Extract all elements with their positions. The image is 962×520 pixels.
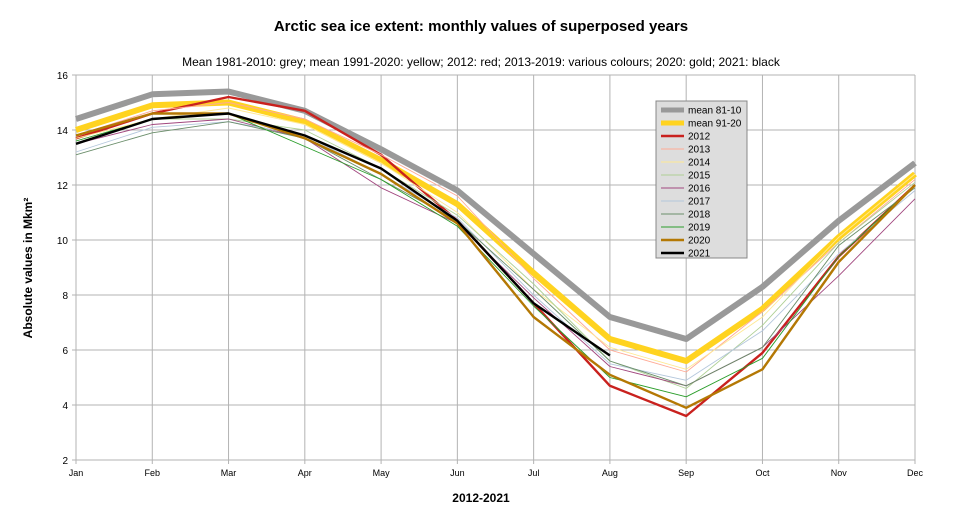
gridlines [75, 74, 916, 461]
legend-label: 2017 [688, 197, 711, 208]
series-line-mean-81-10 [75, 88, 917, 342]
legend-label: 2019 [688, 223, 711, 234]
y-tick-label: 14 [57, 126, 69, 137]
x-tick-label: Feb [145, 468, 161, 478]
series-line-2021 [75, 112, 611, 357]
x-tick-label: Jul [528, 468, 540, 478]
legend-label: 2020 [688, 236, 711, 247]
y-tick-label: 6 [62, 346, 68, 357]
x-tick-label: Nov [831, 468, 848, 478]
y-tick-label: 10 [57, 236, 69, 247]
x-tick-label: Mar [221, 468, 237, 478]
legend-label: 2012 [688, 132, 711, 143]
x-tick-label: Jan [69, 468, 84, 478]
legend-label: 2015 [688, 171, 711, 182]
legend-label: 2014 [688, 158, 711, 169]
x-tick-label: May [373, 468, 391, 478]
series-line-mean-91-20 [75, 99, 917, 364]
series-line-2013 [75, 102, 916, 373]
series-line-2014 [75, 107, 916, 370]
series-line-2016 [75, 118, 916, 387]
legend-box [655, 100, 748, 259]
series-layer [75, 88, 917, 418]
axes: 2 4 6 8 10 12 14 16 Jan Feb Mar Apr May Jun Jul Aug Sep O… [57, 71, 924, 478]
chart-title: Arctic sea ice extent: monthly values of… [273, 18, 689, 35]
series-line-2018 [75, 121, 916, 387]
y-tick-label: 16 [57, 71, 69, 82]
x-tick-label: Dec [907, 468, 924, 478]
y-tick-label: 12 [57, 181, 69, 192]
legend-label: 2013 [688, 145, 711, 156]
y-tick-label: 2 [62, 456, 68, 467]
x-tick-label: Oct [755, 468, 770, 478]
legend-label: 2018 [688, 210, 711, 221]
y-tick-label: 4 [62, 401, 68, 412]
x-tick-label: Jun [450, 468, 465, 478]
series-line-2017 [75, 121, 916, 381]
series-line-2015 [75, 118, 916, 389]
chart-subtitle: Mean 1981-2010: grey; mean 1991-2020: ye… [182, 55, 780, 69]
y-tick-label: 8 [62, 291, 68, 302]
x-axis-title: 2012-2021 [452, 491, 510, 505]
legend-label: mean 91-20 [688, 119, 742, 130]
legend-label: mean 81-10 [688, 106, 742, 117]
legend-label: 2021 [688, 249, 711, 260]
legend-label: 2016 [688, 184, 711, 195]
x-tick-label: Sep [678, 468, 694, 478]
x-tick-label: Apr [298, 468, 312, 478]
legend: mean 81-10 mean 91-20 2012 2013 2014 2015 2016… [655, 100, 748, 260]
x-tick-label: Aug [602, 468, 618, 478]
y-axis-title: Absolute values in Mkm² [21, 198, 35, 339]
